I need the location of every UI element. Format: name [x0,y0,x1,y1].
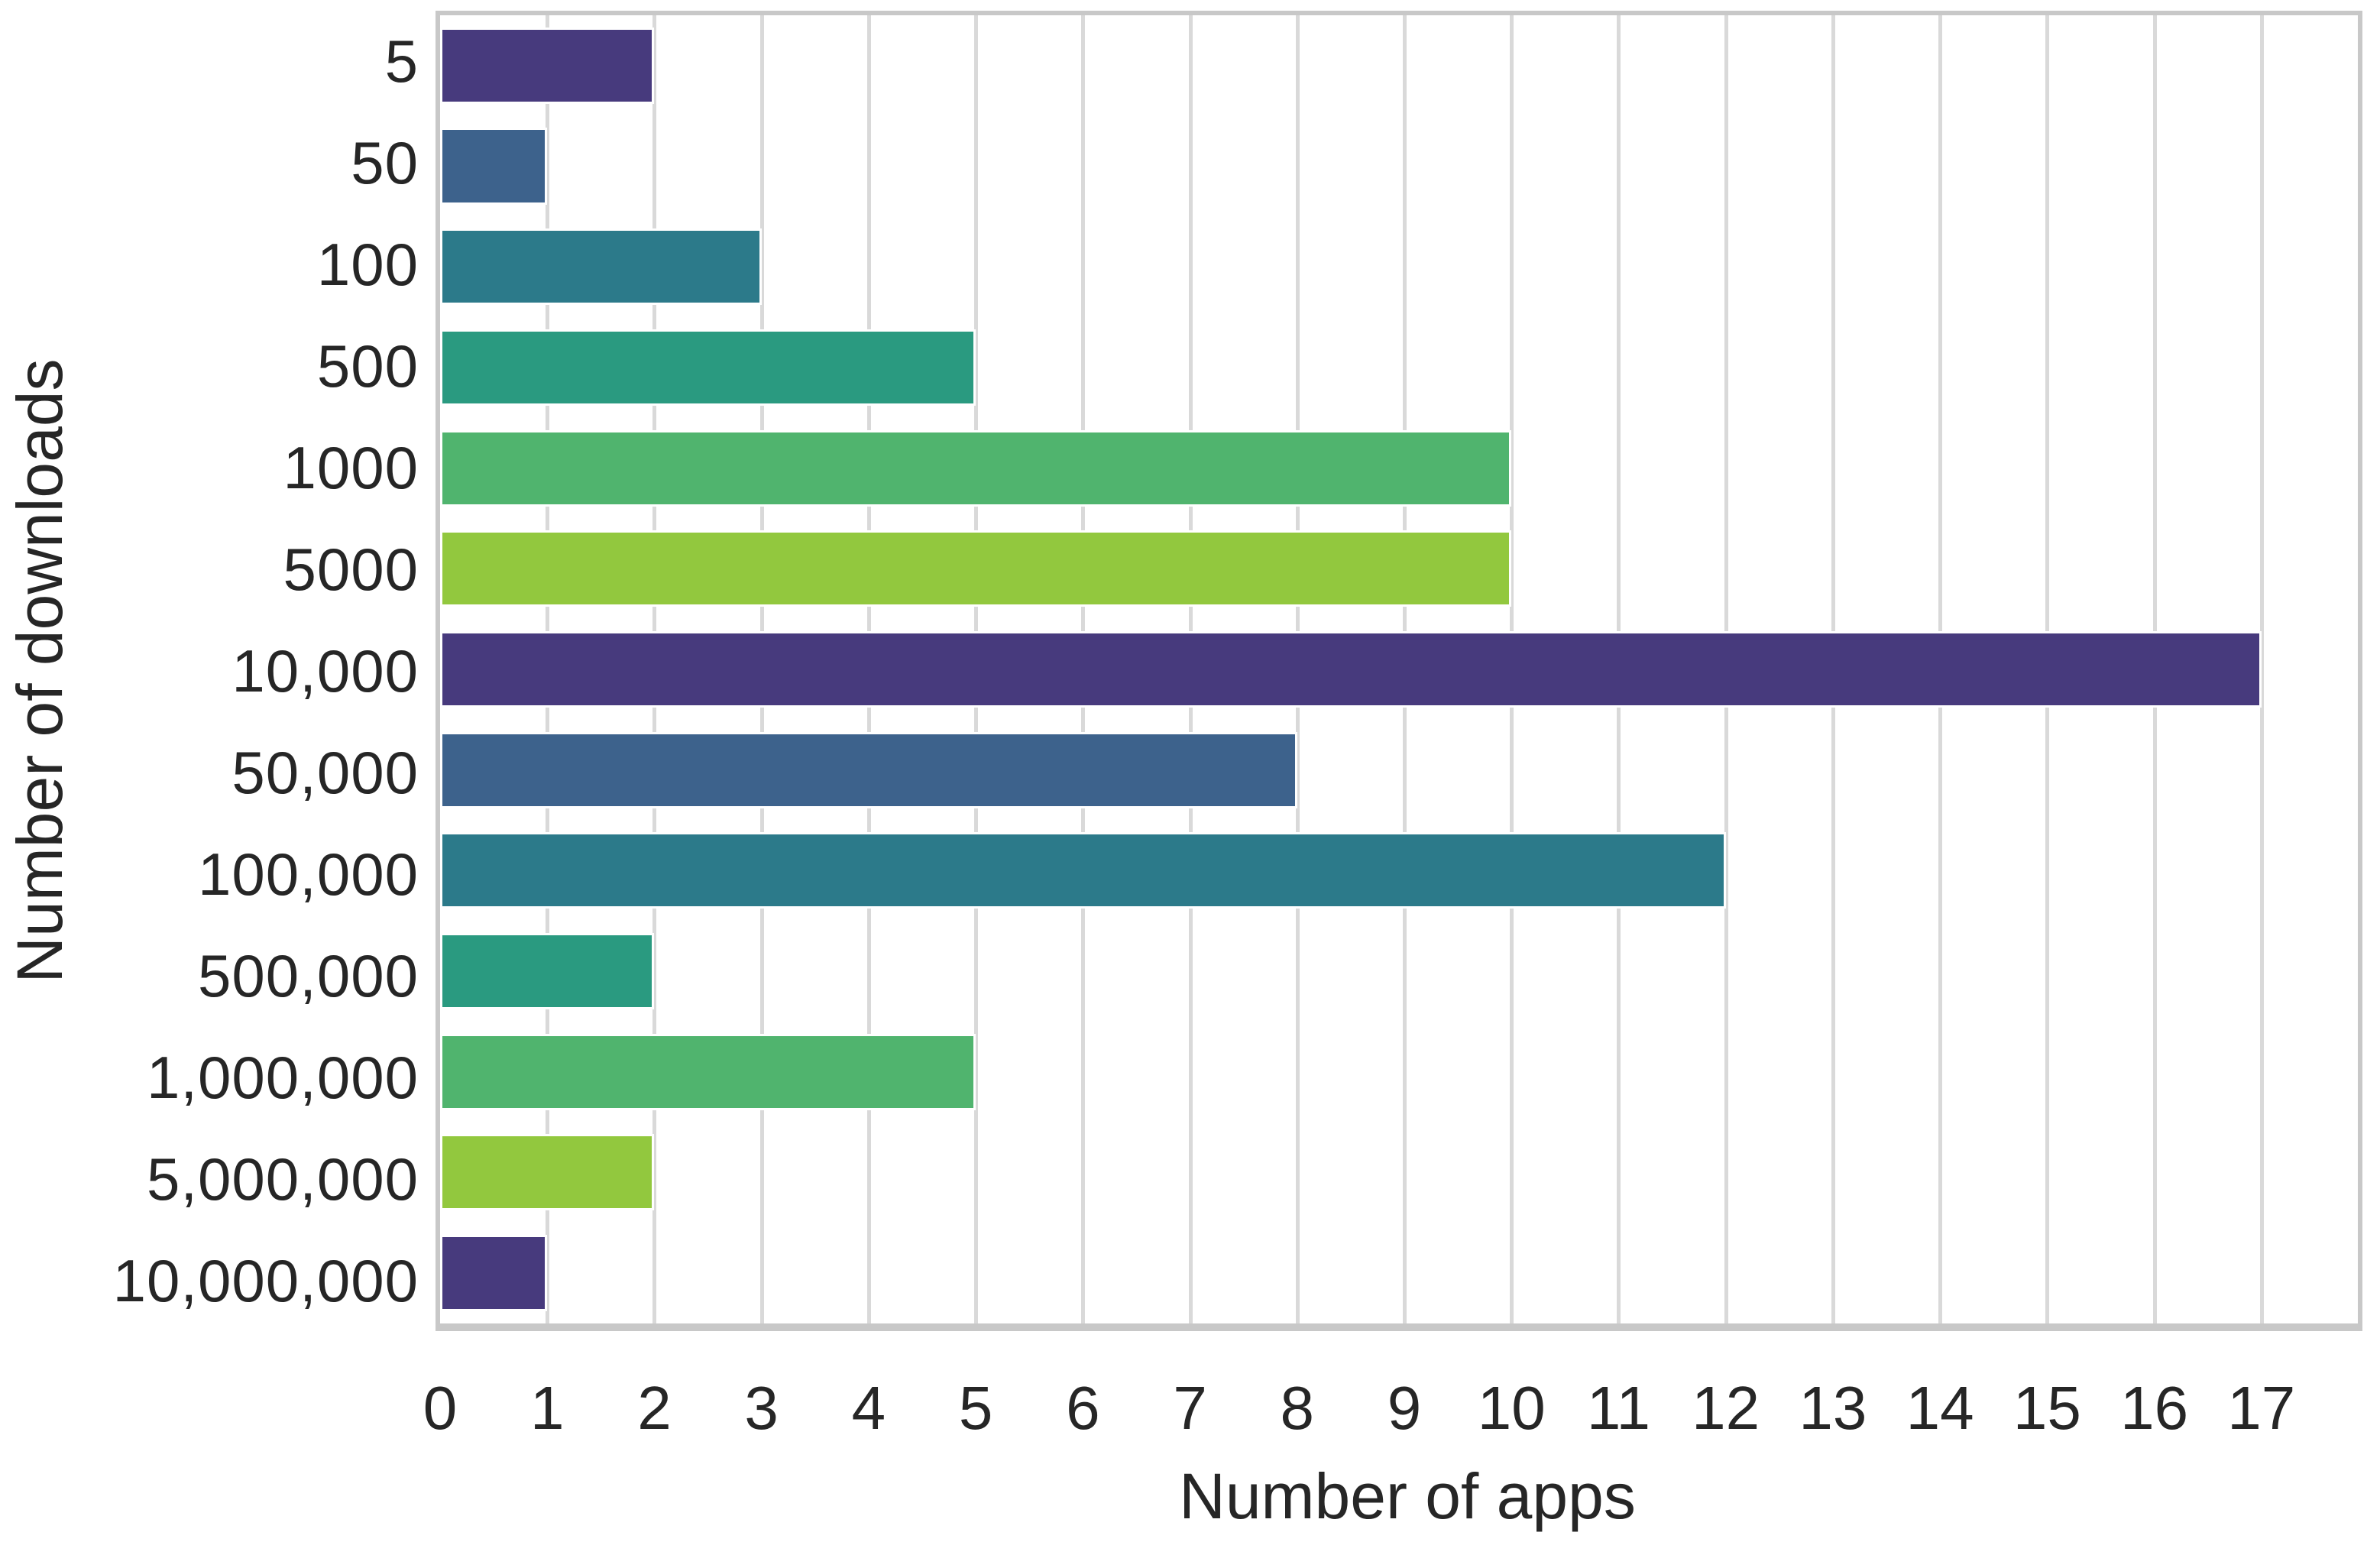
x-tick-label-13: 13 [1799,1374,1867,1442]
bar-row-7 [440,720,2358,821]
y-tick-label-2: 100 [316,231,419,299]
x-tick-label-14: 14 [1906,1374,1974,1442]
bar-500000 [440,932,655,1010]
gridline-x-17 [2259,15,2264,1323]
x-tick-label-8: 8 [1280,1374,1315,1442]
x-axis-tick-labels: 0 1 2 3 4 5 6 7 8 9 10 11 12 13 14 15 16 17 [0,1372,2380,1444]
y-tick-label-3: 500 [316,332,419,400]
bar-row-10 [440,1022,2358,1122]
y-tick-label-1: 50 [351,129,419,197]
bar-row-5 [440,518,2358,619]
x-tick-label-9: 9 [1387,1374,1422,1442]
x-tick-label-4: 4 [851,1374,886,1442]
x-tick-label-7: 7 [1173,1374,1207,1442]
x-tick-label-6: 6 [1066,1374,1100,1442]
bar-10000000 [440,1235,548,1312]
y-tick-label-10: 1,000,000 [146,1043,419,1111]
y-tick-label-7: 50,000 [232,738,419,806]
x-tick-label-17: 17 [2227,1374,2296,1442]
x-tick-label-5: 5 [958,1374,993,1442]
y-tick-label-5: 5000 [283,536,419,604]
bar-1000 [440,429,1512,507]
x-tick-label-15: 15 [2012,1374,2081,1442]
y-tick-label-12: 10,000,000 [112,1246,419,1314]
x-tick-label-0: 0 [423,1374,458,1442]
y-tick-label-0: 5 [384,28,419,96]
bar-row-9 [440,921,2358,1022]
bar-100000 [440,832,1726,909]
x-tick-label-10: 10 [1477,1374,1546,1442]
bar-10000 [440,630,2262,708]
x-axis-title: Number of apps [1179,1460,1636,1532]
bar-rows [440,15,2358,1323]
bar-row-12 [440,1223,2358,1323]
x-tick-label-12: 12 [1692,1374,1760,1442]
x-tick-label-2: 2 [637,1374,672,1442]
y-tick-label-9: 500,000 [198,941,419,1009]
bar-50 [440,128,548,205]
x-tick-label-16: 16 [2120,1374,2189,1442]
bar-row-8 [440,821,2358,922]
plot-area [436,11,2362,1331]
bar-5000000 [440,1134,655,1211]
bar-row-2 [440,216,2358,317]
bar-500 [440,329,976,406]
plot-inner [440,15,2358,1323]
bar-row-0 [440,15,2358,116]
y-tick-label-8: 100,000 [198,840,419,908]
bar-100 [440,228,762,306]
bar-5000 [440,530,1512,607]
y-tick-label-11: 5,000,000 [146,1145,419,1213]
x-tick-label-1: 1 [529,1374,565,1442]
bar-row-4 [440,418,2358,519]
y-tick-label-6: 10,000 [232,637,419,705]
bar-1000000 [440,1033,976,1110]
bar-row-6 [440,619,2358,720]
x-tick-label-3: 3 [744,1374,779,1442]
bar-50000 [440,731,1297,808]
y-tick-label-4: 1000 [283,434,419,502]
bar-5 [440,27,655,104]
bar-row-1 [440,116,2358,217]
bar-row-11 [440,1122,2358,1223]
y-axis-tick-labels: 5 50 100 500 1000 5000 10,000 50,000 100,000 500,… [0,11,419,1331]
bar-row-3 [440,317,2358,418]
x-tick-label-11: 11 [1586,1374,1650,1442]
